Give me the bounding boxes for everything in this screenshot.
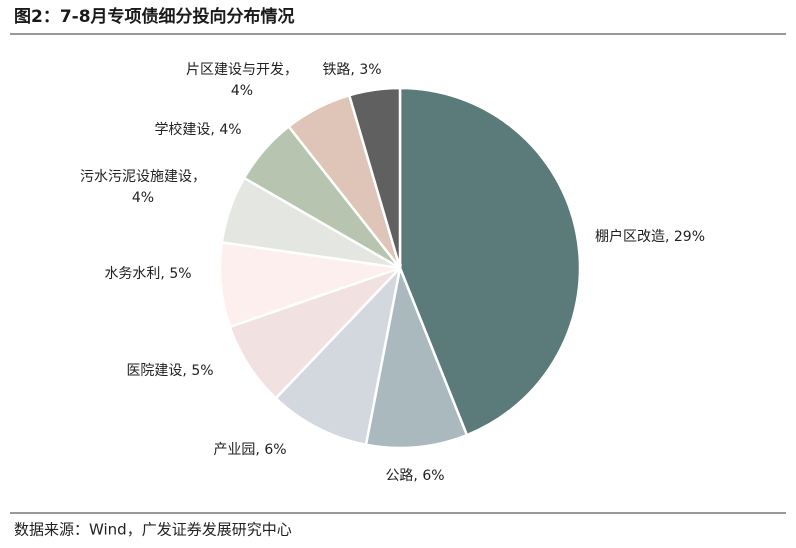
- slice-label: 片区建设与开发， 4%: [186, 62, 298, 99]
- slice-label: 产业园, 6%: [213, 442, 286, 458]
- slice-label: 学校建设, 4%: [154, 121, 241, 138]
- slice-label: 医院建设, 5%: [126, 363, 213, 379]
- slice-label: 水务水利, 5%: [104, 266, 191, 282]
- slice-label: 铁路, 3%: [322, 62, 381, 78]
- slice-label: 棚户区改造, 29%: [595, 228, 705, 245]
- source: 数据来源：Wind，广发证券发展研究中心: [14, 521, 292, 539]
- chart-title: 图2：7-8月专项债细分投向分布情况: [14, 6, 295, 27]
- pie-slice: [398, 86, 582, 437]
- pie-slice: [274, 264, 403, 447]
- slice-label: 公路, 6%: [385, 468, 444, 484]
- slice-label: 污水污泥设施建设， 4%: [80, 169, 206, 206]
- pie-slice: [347, 86, 402, 269]
- pie-slice: [364, 263, 469, 450]
